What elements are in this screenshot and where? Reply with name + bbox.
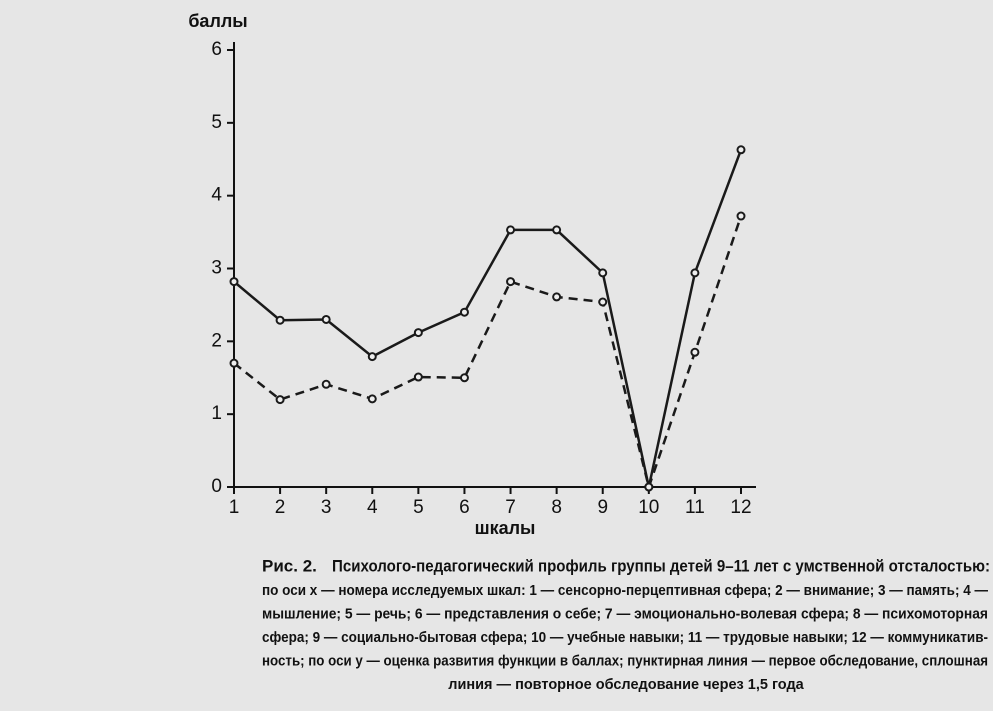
x-tick-label: 3 — [321, 497, 332, 518]
y-tick-label: 6 — [211, 39, 222, 60]
data-point — [552, 292, 562, 302]
x-tick-label: 8 — [551, 497, 562, 518]
caption-title: Психолого-педагогический профиль группы … — [332, 556, 990, 575]
data-point — [413, 372, 423, 382]
data-point — [275, 395, 285, 405]
series-line — [233, 215, 743, 492]
series-line — [233, 149, 743, 488]
data-point — [459, 307, 469, 317]
y-tick-label: 5 — [211, 112, 222, 133]
y-tick-label: 2 — [211, 330, 222, 351]
x-axis-label: шкалы — [475, 518, 536, 538]
x-tick-label: 5 — [413, 497, 424, 518]
data-point — [598, 268, 608, 278]
x-tick-label: 10 — [638, 497, 659, 518]
x-tick-label: 11 — [685, 497, 705, 518]
data-point — [644, 482, 654, 492]
data-point — [736, 211, 746, 221]
data-point — [506, 225, 516, 235]
x-tick-label: 2 — [275, 497, 286, 518]
y-tick-label: 1 — [211, 403, 222, 424]
x-tick-label: 7 — [505, 497, 516, 518]
y-axis-label: баллы — [188, 11, 247, 31]
data-point — [229, 358, 239, 368]
data-point — [690, 268, 700, 278]
data-point — [690, 347, 700, 357]
data-point — [275, 315, 285, 325]
data-point — [736, 145, 746, 155]
data-point — [506, 277, 516, 287]
x-tick-label: 12 — [730, 497, 751, 518]
x-tick-label: 1 — [229, 497, 240, 518]
data-point — [367, 352, 377, 362]
caption-label: Рис. 2. — [262, 556, 317, 575]
caption-line: линия — повторное обследование через 1,5… — [448, 677, 804, 693]
data-point — [598, 297, 608, 307]
y-tick-label: 0 — [211, 476, 222, 497]
caption-line: ность; по оси y — оценка развития функци… — [262, 653, 988, 669]
data-point — [552, 225, 562, 235]
data-point — [413, 328, 423, 338]
caption-line: мышление; 5 — речь; 6 — представления о … — [262, 606, 988, 622]
data-point — [321, 314, 331, 324]
data-point — [229, 277, 239, 287]
x-tick-label: 4 — [367, 497, 378, 518]
data-point — [321, 379, 331, 389]
y-tick-label: 4 — [211, 185, 222, 206]
caption-line: сфера; 9 — социально-бытовая сфера; 10 —… — [262, 630, 988, 646]
data-point — [459, 373, 469, 383]
y-tick-label: 3 — [211, 258, 222, 279]
data-point — [367, 394, 377, 404]
caption-line: по оси x — номера исследуемых шкал: 1 — … — [262, 583, 988, 599]
x-tick-label: 6 — [459, 497, 470, 518]
x-tick-label: 9 — [597, 497, 608, 518]
